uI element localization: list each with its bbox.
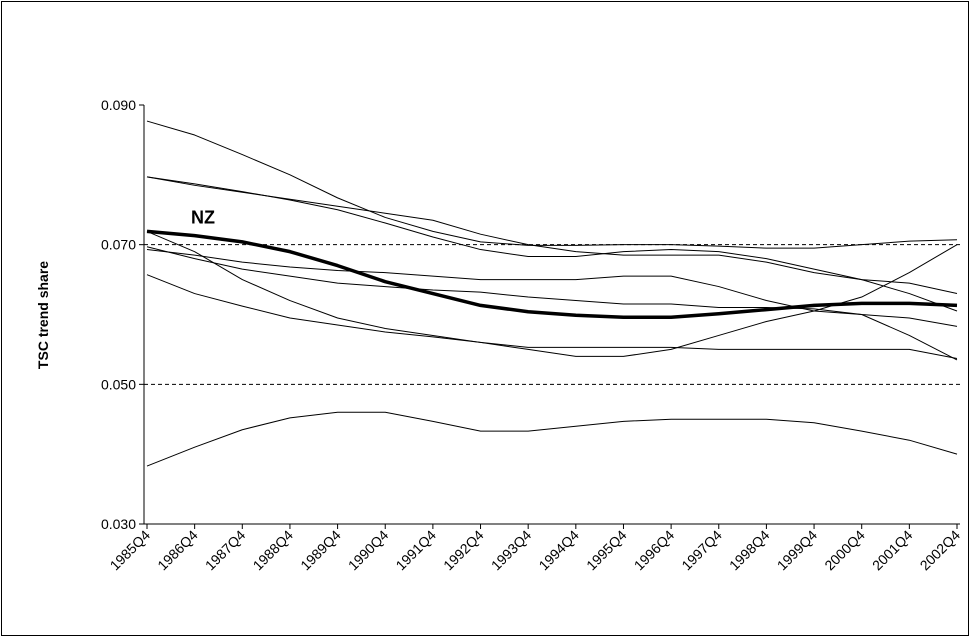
series-label: NZ bbox=[191, 207, 215, 227]
y-tick-label: 0.090 bbox=[101, 97, 136, 113]
y-tick-label: 0.030 bbox=[101, 516, 136, 532]
series-line bbox=[146, 230, 958, 357]
series-line bbox=[146, 274, 958, 359]
series-line bbox=[146, 176, 958, 295]
series-line bbox=[146, 246, 958, 327]
series-line bbox=[146, 411, 958, 467]
y-tick-label: 0.070 bbox=[101, 237, 136, 253]
y-tick-label: 0.050 bbox=[101, 376, 136, 392]
series-line bbox=[146, 249, 958, 361]
series-line bbox=[146, 120, 958, 249]
nz-line bbox=[146, 229, 958, 320]
y-axis-label: TSC trend share bbox=[35, 261, 51, 369]
